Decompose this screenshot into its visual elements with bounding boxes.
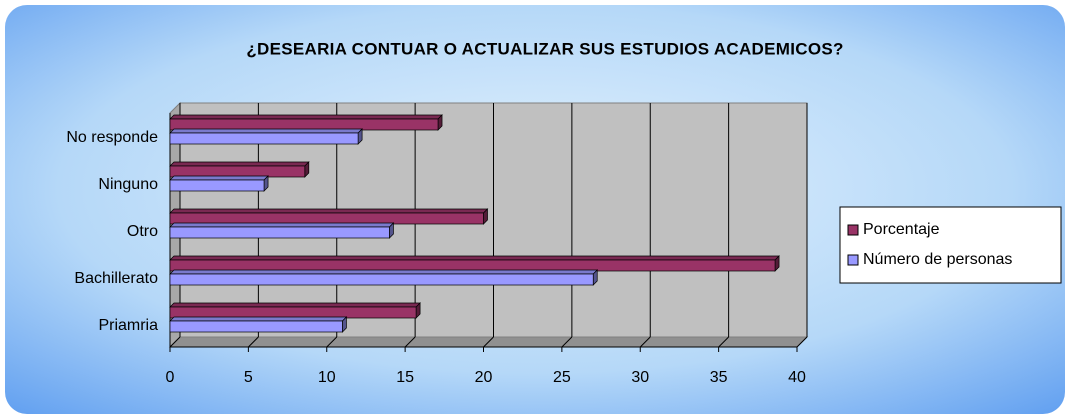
bar [169, 320, 343, 333]
legend-label: Número de personas [863, 251, 1012, 268]
bar-top [169, 161, 310, 167]
grid-line [796, 336, 808, 348]
legend-label: Porcentaje [863, 221, 940, 238]
bar-top [169, 128, 363, 134]
legend-swatch [847, 224, 859, 236]
grid-line [326, 336, 338, 348]
x-tick-label: 25 [553, 369, 571, 386]
y-tick-label: Otro [127, 223, 158, 240]
bar [169, 259, 776, 272]
grid-line [404, 336, 416, 348]
bar [169, 226, 390, 239]
bar [169, 212, 484, 225]
bar [169, 179, 265, 192]
y-tick-label: Ninguno [98, 176, 158, 193]
x-tick-label: 40 [788, 369, 806, 386]
y-tick-label: Priamria [98, 317, 158, 334]
bar-top [169, 114, 443, 120]
bar-top [169, 208, 489, 214]
x-tick-label: 10 [318, 369, 336, 386]
chart-title: ¿DESEARIA CONTUAR O ACTUALIZAR SUS ESTUD… [246, 39, 843, 58]
bar [169, 165, 306, 178]
grid-line [169, 336, 181, 348]
legend-swatch [847, 254, 859, 266]
y-tick-label: No responde [66, 129, 158, 146]
x-tick-label: 0 [166, 369, 175, 386]
bar-top [169, 316, 348, 322]
bar-top [169, 269, 599, 275]
legend [839, 206, 1062, 284]
grid-line [561, 336, 573, 348]
bar-top [169, 222, 395, 228]
bar-top [169, 175, 269, 181]
bar-top [169, 302, 421, 308]
grid-line [718, 336, 729, 348]
x-tick-label: 20 [475, 369, 493, 386]
bar [169, 273, 594, 286]
x-tick-label: 5 [244, 369, 253, 386]
bar [169, 306, 417, 319]
x-tick-label: 30 [631, 369, 649, 386]
x-tick-label: 15 [396, 369, 414, 386]
grid-line [248, 336, 259, 348]
grid-line [483, 336, 494, 348]
x-tick-label: 35 [710, 369, 728, 386]
y-tick-label: Bachillerato [74, 270, 158, 287]
bar [169, 132, 359, 145]
grid-line [639, 336, 651, 348]
bar [169, 118, 439, 131]
bar-top [169, 255, 780, 261]
